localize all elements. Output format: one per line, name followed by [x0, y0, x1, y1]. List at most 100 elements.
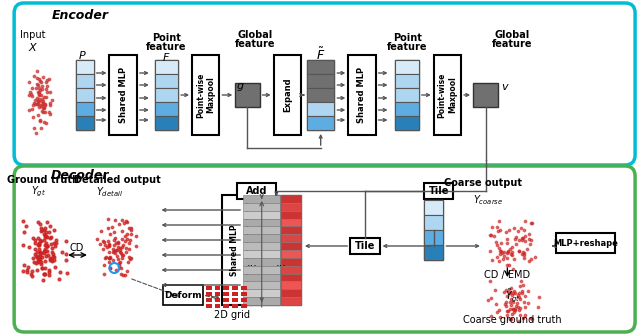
Point: [40, 101, 51, 107]
Text: $Y_{detail}$: $Y_{detail}$: [96, 185, 123, 199]
Point: [511, 241, 522, 247]
Point: [117, 229, 127, 234]
Point: [125, 231, 136, 236]
Point: [34, 96, 44, 102]
Point: [124, 247, 134, 252]
Point: [40, 266, 51, 271]
Text: CD: CD: [70, 243, 84, 253]
Bar: [237, 183, 276, 199]
Point: [525, 315, 536, 321]
Point: [499, 249, 509, 254]
Bar: [76, 88, 93, 102]
Bar: [243, 274, 280, 281]
Point: [513, 291, 524, 296]
Point: [35, 226, 45, 231]
Point: [34, 255, 44, 261]
Point: [99, 271, 109, 277]
Point: [48, 252, 58, 257]
Point: [40, 248, 50, 254]
Text: Coarse output: Coarse output: [444, 178, 522, 188]
Point: [42, 83, 52, 89]
Point: [500, 299, 511, 304]
Text: Decoder: Decoder: [51, 169, 109, 182]
Bar: [232, 304, 238, 308]
Bar: [396, 88, 419, 102]
Bar: [205, 298, 212, 302]
Point: [111, 241, 122, 246]
Point: [104, 242, 114, 247]
Point: [32, 267, 42, 272]
Bar: [205, 304, 212, 308]
Text: Deform: Deform: [164, 290, 202, 299]
Point: [507, 292, 517, 297]
Point: [515, 305, 525, 311]
Point: [513, 292, 524, 298]
Point: [518, 236, 528, 241]
Bar: [307, 88, 335, 102]
Point: [44, 258, 54, 263]
Point: [109, 248, 120, 253]
Point: [34, 76, 44, 82]
Text: CD / EMD: CD / EMD: [484, 270, 531, 280]
Bar: [243, 289, 280, 297]
Point: [39, 248, 49, 253]
Point: [40, 234, 51, 239]
Point: [92, 236, 102, 242]
Point: [499, 254, 509, 259]
Point: [29, 126, 39, 131]
Point: [490, 287, 500, 293]
Point: [506, 302, 516, 308]
Point: [33, 259, 43, 265]
Text: Add: Add: [246, 186, 268, 196]
Point: [54, 276, 64, 282]
Point: [33, 112, 43, 117]
Point: [109, 237, 120, 243]
Text: Global: Global: [237, 30, 273, 40]
Point: [526, 220, 536, 225]
Point: [46, 234, 56, 240]
Point: [40, 258, 51, 264]
Point: [105, 231, 115, 236]
Text: feature: feature: [146, 42, 187, 52]
Point: [491, 301, 501, 307]
Point: [502, 241, 512, 246]
Point: [51, 243, 61, 249]
Text: Coarse ground truth: Coarse ground truth: [463, 315, 561, 325]
Bar: [434, 55, 461, 135]
Point: [35, 98, 45, 104]
Point: [515, 283, 525, 288]
Point: [502, 255, 513, 260]
Bar: [396, 116, 419, 130]
Bar: [307, 116, 335, 130]
Point: [19, 269, 29, 274]
Point: [506, 296, 516, 302]
Point: [50, 264, 60, 270]
Bar: [241, 286, 247, 290]
Bar: [214, 286, 220, 290]
Point: [116, 265, 127, 270]
Point: [45, 89, 55, 95]
Point: [517, 237, 527, 243]
Bar: [243, 218, 280, 226]
Point: [34, 257, 44, 263]
Point: [35, 253, 45, 259]
Point: [47, 245, 58, 251]
Point: [37, 265, 47, 270]
Point: [28, 236, 38, 241]
Point: [104, 259, 114, 265]
Bar: [424, 230, 444, 245]
Point: [113, 244, 123, 250]
Point: [500, 301, 510, 306]
Point: [115, 221, 125, 226]
Point: [36, 265, 47, 271]
Point: [529, 255, 540, 260]
Point: [33, 256, 43, 262]
Point: [507, 250, 517, 255]
Bar: [282, 255, 301, 280]
Bar: [282, 218, 301, 226]
Point: [38, 277, 48, 282]
Bar: [243, 226, 280, 234]
Point: [39, 232, 49, 237]
Bar: [424, 183, 453, 199]
Text: Point-wise
Maxpool: Point-wise Maxpool: [196, 72, 216, 118]
